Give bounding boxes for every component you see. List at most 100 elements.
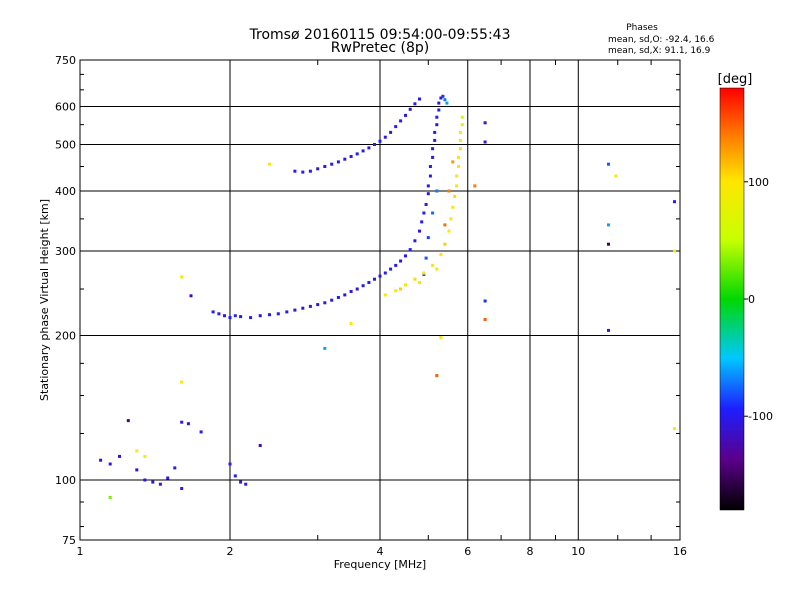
echo-point-o [367, 281, 371, 284]
echo-point-o [323, 165, 327, 168]
echo-point-x [349, 321, 353, 325]
echo-point-o [383, 271, 387, 275]
echo-point-x [453, 194, 457, 198]
echo-point-o [437, 101, 441, 105]
echo-point-o [186, 422, 190, 426]
x-axis-label: Frequency [MHz] [334, 558, 426, 571]
echo-point-o [431, 211, 435, 215]
echo-point-o [437, 108, 441, 112]
echo-point-o [378, 139, 382, 143]
phase-stats-x: mean, sd,X: 91.1, 16.9 [608, 46, 711, 56]
phase-stats-title: Phases [626, 23, 658, 33]
grid [80, 60, 680, 540]
echo-point-o [336, 296, 340, 299]
echo-point-o [173, 466, 177, 470]
echo-point-o [239, 480, 243, 484]
echo-point-o [244, 482, 248, 486]
plot-frame [79, 59, 681, 541]
echo-point-o [343, 293, 347, 297]
echo-point-o [308, 169, 312, 173]
echo-point-o [413, 239, 417, 243]
echo-point-x [457, 155, 460, 159]
y-axis-ticks: 75 100 200 300 400 500 600 750 [55, 54, 680, 547]
echo-point-x [673, 249, 676, 253]
echo-point-o [323, 346, 327, 350]
echo-point-o [108, 462, 112, 466]
y-tick-label: 300 [55, 245, 76, 258]
y-tick-label: 400 [55, 185, 76, 198]
colorbar-tick-label: -100 [748, 410, 773, 423]
echo-point-x [143, 454, 147, 458]
y-tick-label: 500 [55, 139, 76, 152]
echo-point-x [394, 289, 398, 293]
echo-point-o [445, 101, 449, 105]
echo-point-o [424, 256, 428, 260]
echo-point-x [447, 189, 451, 193]
y-tick-label: 75 [62, 534, 76, 547]
colorbar-label: [deg] [718, 72, 753, 87]
echo-point-o [607, 242, 610, 246]
echo-point-x [483, 318, 487, 321]
x-tick-label: 6 [464, 545, 471, 558]
echo-point-o [228, 316, 232, 320]
echo-point-o [343, 157, 347, 161]
x-tick-label: 10 [571, 545, 585, 558]
echo-point-o [428, 174, 432, 178]
echo-point-o [431, 155, 435, 159]
echo-point-x [451, 205, 455, 209]
echo-point-o [268, 313, 271, 317]
echo-point-x [399, 287, 403, 291]
echo-point-x [447, 229, 451, 233]
echo-point-o [424, 203, 428, 206]
echo-point-o [126, 419, 130, 423]
echo-point-x [435, 374, 439, 378]
echo-point-o [99, 458, 103, 462]
echo-point-o [439, 96, 443, 100]
echo-point-o [367, 146, 371, 150]
echo-point-o [330, 298, 334, 302]
echo-point-o [258, 314, 262, 318]
echo-point-o [443, 98, 447, 102]
echo-point-o [301, 306, 305, 310]
x-tick-label: 16 [673, 545, 687, 558]
echo-point-o [151, 480, 155, 484]
echo-point-o [249, 316, 253, 320]
echo-point-x [614, 174, 618, 178]
echo-point-x [451, 160, 455, 164]
echo-point-x [418, 281, 421, 284]
echo-point-o [428, 165, 432, 168]
echo-point-o [607, 162, 610, 166]
y-axis-label: Stationary phase Virtual Height [km] [38, 199, 51, 401]
echo-point-x [431, 263, 435, 267]
echo-point-o [355, 287, 359, 291]
echo-point-o [301, 170, 305, 174]
colorbar-gradient [719, 87, 745, 511]
chart-subtitle: RwPretec (8p) [331, 40, 429, 56]
echo-point-o [211, 310, 215, 314]
echo-point-o [378, 274, 382, 278]
echo-point-o [180, 420, 184, 424]
echo-point-x [422, 271, 426, 275]
echo-point-o [166, 476, 170, 480]
echo-point-x [457, 165, 460, 168]
chart-title: Tromsø 20160115 09:54:00-09:55:43 [249, 27, 511, 43]
echo-point-x [455, 174, 459, 178]
echo-point-o [349, 290, 353, 293]
echo-point-o [233, 474, 237, 478]
echo-point-o [323, 301, 327, 305]
echo-point-o [483, 299, 487, 303]
echo-point-o [118, 454, 121, 458]
echo-point-o [217, 312, 221, 316]
echo-point-o [399, 259, 403, 263]
echo-point-x [108, 495, 112, 499]
echo-point-o [233, 314, 237, 318]
echo-point-x [443, 242, 447, 246]
echo-point-o [394, 263, 398, 267]
echo-point-o [349, 155, 353, 158]
echo-point-x [460, 123, 464, 127]
echo-point-o [336, 160, 340, 164]
echo-point-x [435, 267, 439, 271]
echo-point-x [268, 162, 271, 166]
echo-point-x [473, 184, 477, 188]
